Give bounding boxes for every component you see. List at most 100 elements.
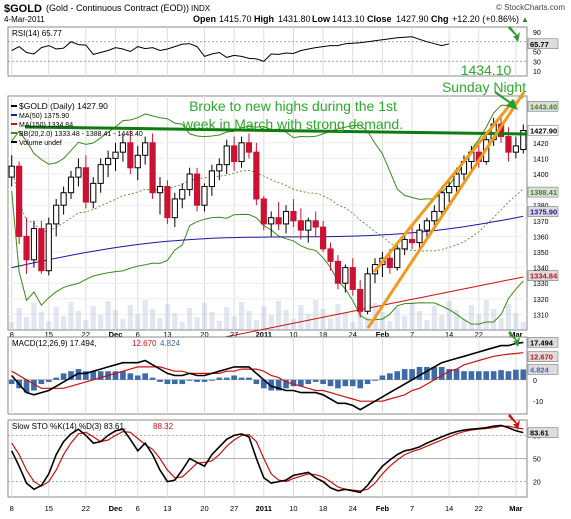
sto-tick-label: 20 bbox=[533, 480, 541, 487]
macd-hist-bar bbox=[31, 379, 37, 391]
macd-hist-bar bbox=[53, 377, 60, 380]
volume-bar bbox=[461, 319, 467, 330]
close-label: Close bbox=[367, 14, 392, 24]
rsi-value-tag-text: 65.77 bbox=[530, 40, 549, 49]
sto-x-axis-label: 13 bbox=[163, 504, 171, 513]
chg-value: +12.20 (+0.86%) bbox=[452, 14, 519, 24]
resistance-trendline bbox=[24, 125, 528, 136]
volume-bar bbox=[187, 308, 193, 330]
price-x-axis-label: 22 bbox=[475, 330, 483, 339]
macd-hist-bar bbox=[520, 369, 527, 380]
current-price-tag-box bbox=[527, 125, 559, 136]
sto-x-axis-label: 14 bbox=[445, 504, 453, 513]
price-x-axis-label: 14 bbox=[445, 330, 453, 339]
sto-x-axis-label: 27 bbox=[230, 504, 238, 513]
volume-bar bbox=[209, 312, 215, 330]
candle-body bbox=[290, 210, 297, 222]
candle-body bbox=[156, 185, 164, 194]
price-tag-text: 1334.84 bbox=[530, 272, 558, 281]
sto-x-axis-label: 8 bbox=[10, 504, 14, 513]
candle-body bbox=[505, 136, 512, 153]
chg-arrow-icon: ▲ bbox=[521, 15, 529, 24]
macd-hist-bar bbox=[364, 379, 371, 385]
candle-body bbox=[305, 220, 312, 231]
macd-hist-bar bbox=[260, 379, 267, 389]
legend-label: MA(150) 1334.84 bbox=[19, 122, 73, 129]
close-value: 1427.90 bbox=[396, 14, 429, 24]
channel-lower-line bbox=[366, 91, 526, 329]
macd-hist-bar bbox=[275, 379, 282, 391]
low-value: 1413.10 bbox=[332, 14, 365, 24]
price-tick-label: 1420 bbox=[533, 141, 549, 148]
volume-bar bbox=[416, 311, 423, 330]
macd-hist-bar bbox=[461, 371, 467, 380]
macd-hist-bar bbox=[490, 371, 497, 380]
candle-body bbox=[327, 248, 334, 262]
macd-hist-bar bbox=[68, 371, 74, 380]
volume-bar bbox=[216, 321, 222, 330]
sto-value-tag-text: 83.61 bbox=[530, 429, 549, 438]
macd-hist-bar bbox=[112, 371, 119, 380]
legend-label: $GOLD (Daily) 1427.90 bbox=[19, 101, 108, 111]
macd-tick-label: 0 bbox=[533, 378, 537, 385]
volume-bar bbox=[201, 303, 208, 330]
macd-hist-bar bbox=[379, 375, 386, 380]
volume-bar bbox=[342, 313, 348, 330]
volume-bar bbox=[194, 317, 200, 330]
macd-hist-bar bbox=[120, 371, 126, 380]
volume-bar bbox=[424, 320, 430, 330]
macd-hist-bar bbox=[172, 379, 178, 385]
volume-bar bbox=[491, 309, 497, 330]
macd-title: MACD(12,26,9) 17.494, bbox=[12, 339, 97, 348]
sto-d-line bbox=[11, 425, 524, 492]
chart-exchange: INDX bbox=[191, 4, 211, 13]
candle-body bbox=[75, 167, 82, 178]
price-x-axis-label: 18 bbox=[319, 330, 327, 339]
rsi-tick-label: 90 bbox=[533, 30, 541, 37]
price-x-axis-label: Feb bbox=[376, 330, 390, 339]
volume-bar bbox=[327, 318, 334, 330]
sto-x-axis-label: 10 bbox=[289, 504, 297, 513]
price-x-axis-label: 22 bbox=[82, 330, 90, 339]
candle-body bbox=[297, 220, 304, 231]
price-x-axis-label: 6 bbox=[136, 330, 140, 339]
macd-hist-bar bbox=[164, 379, 171, 385]
candle-body bbox=[334, 260, 342, 284]
macd-hist-bar bbox=[23, 379, 30, 393]
volume-bar bbox=[9, 322, 15, 330]
macd-hist-bar bbox=[60, 373, 67, 380]
macd-hist-bar bbox=[231, 375, 237, 380]
volume-bar bbox=[83, 320, 89, 330]
macd-hist-bar bbox=[416, 366, 423, 380]
candle-body bbox=[357, 288, 364, 312]
volume-bar bbox=[483, 300, 489, 330]
macd-hist-bar bbox=[8, 379, 15, 385]
candle-body bbox=[364, 273, 371, 312]
candle-body bbox=[164, 185, 171, 219]
macd-hist-bar bbox=[134, 375, 141, 380]
candle-body bbox=[38, 228, 45, 272]
ma50-line bbox=[11, 215, 524, 269]
price-tick-label: 1370 bbox=[533, 219, 549, 226]
candle-body bbox=[268, 217, 275, 225]
volume-bar bbox=[164, 304, 171, 330]
macd-value-tag-box bbox=[527, 351, 559, 362]
macd-hist-bar bbox=[149, 377, 156, 380]
macd-hist-bar bbox=[409, 369, 415, 380]
volume-bar bbox=[105, 301, 111, 330]
rsi-value-tag-box bbox=[527, 38, 559, 50]
volume-bar bbox=[246, 311, 252, 330]
volume-bar bbox=[75, 311, 82, 330]
macd-hist-bar bbox=[305, 379, 312, 385]
volume-bar bbox=[409, 302, 415, 330]
macd-hist-bar bbox=[45, 379, 52, 382]
volume-bar bbox=[283, 310, 289, 330]
macd-value-tag-text: 12.670 bbox=[530, 353, 553, 362]
volume-bar bbox=[520, 322, 526, 330]
macd-hist-bar bbox=[431, 366, 438, 380]
candle-body bbox=[520, 129, 527, 151]
candle-body bbox=[401, 239, 408, 250]
candle-body bbox=[127, 142, 134, 169]
candle-body bbox=[193, 173, 201, 206]
macd-line bbox=[11, 341, 524, 411]
